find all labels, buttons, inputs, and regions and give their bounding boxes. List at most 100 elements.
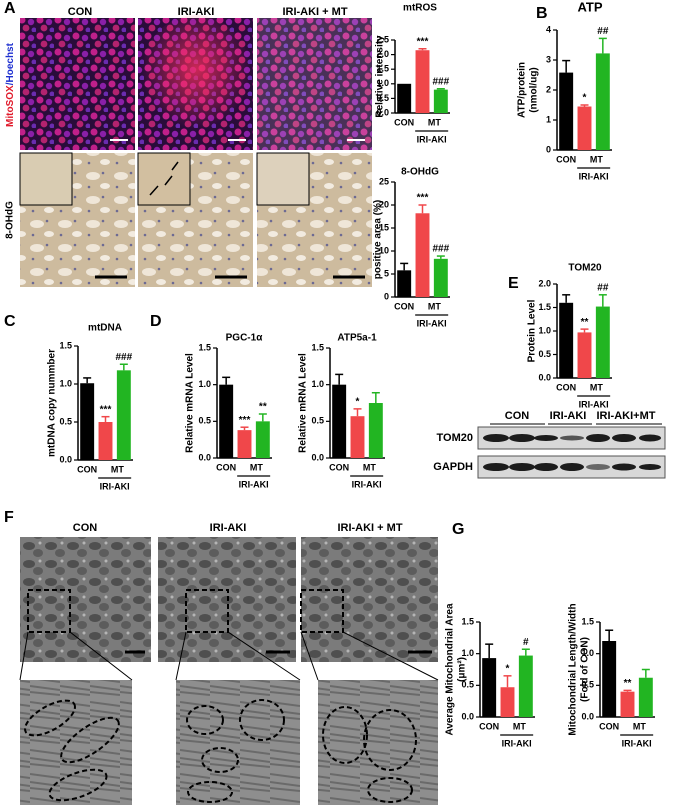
significance: ***: [100, 404, 112, 415]
signal: [141, 15, 251, 135]
bar: [500, 687, 515, 717]
image: [20, 18, 135, 150]
panel-label: B: [536, 5, 548, 22]
y-tick-label: 1.0: [538, 325, 551, 335]
column-header: IRI-AKI + MT: [282, 6, 347, 18]
bar: [397, 83, 412, 113]
y-tick-label: 1.0: [376, 78, 389, 88]
bar: [602, 641, 617, 717]
y-tick-label: 1.5: [59, 340, 72, 350]
y-tick-label: 20: [379, 199, 389, 209]
x-tick-label: CON: [329, 462, 349, 472]
x-tick-label: MT: [250, 462, 263, 472]
group-label: IRI-AKI: [417, 318, 447, 328]
row-label: MitoSOX/Hoechst: [5, 42, 16, 127]
y-axis-label: Average Mitochondrial Area: [445, 603, 456, 736]
stain-label: MitoSOX: [5, 85, 16, 127]
y-tick-label: 1.0: [311, 379, 324, 389]
y-axis-label: Mitochondrial Length/Width: [568, 603, 579, 735]
y-tick-label: 3: [546, 54, 551, 64]
chart-title: TOM20: [568, 263, 602, 274]
significance: ##: [597, 282, 609, 293]
blot-group: IRI-AKI: [550, 410, 587, 422]
y-tick-label: 2.0: [376, 49, 389, 59]
group-label: IRI-AKI: [100, 481, 130, 491]
bar: [98, 422, 113, 460]
image: [301, 537, 438, 662]
y-tick-label: 0.5: [59, 416, 72, 426]
bar: [577, 332, 592, 378]
y-tick-label: 1.5: [311, 342, 324, 352]
y-tick-label: 25: [379, 176, 389, 186]
bar: [577, 106, 592, 150]
zoom-image: [318, 680, 438, 805]
zoom-image: [20, 680, 132, 805]
y-tick-label: 0.0: [461, 711, 474, 721]
bar: [638, 677, 653, 717]
zoom-box: [27, 589, 71, 633]
image: [257, 18, 372, 150]
bar: [433, 89, 448, 113]
x-tick-label: CON: [556, 382, 576, 392]
y-tick-label: 2: [546, 84, 551, 94]
image: [20, 537, 151, 662]
bands: [483, 434, 661, 471]
y-tick-label: 1.0: [461, 648, 474, 658]
bar: [332, 384, 347, 458]
nuclei-label: /Hoechst: [5, 42, 16, 85]
y-tick-label: 1: [546, 114, 551, 124]
significance: ***: [417, 193, 429, 204]
x-tick-label: MT: [363, 462, 376, 472]
bar: [368, 403, 383, 458]
bar: [415, 50, 430, 113]
y-tick-label: 0.5: [461, 680, 474, 690]
y-axis-label: Relative intensity: [375, 35, 386, 118]
y-tick-label: 0: [546, 144, 551, 154]
y-tick-label: 1.5: [376, 64, 389, 74]
y-tick-label: 1.0: [198, 379, 211, 389]
significance: ***: [417, 36, 429, 47]
x-tick-label: CON: [394, 117, 414, 127]
bar: [433, 258, 448, 297]
y-tick-label: 0.0: [581, 711, 594, 721]
inset: [256, 152, 310, 206]
y-tick-label: 0.0: [538, 372, 551, 382]
y-tick-label: 1.5: [581, 616, 594, 626]
y-axis-label: ATP/protein: [517, 62, 528, 118]
y-tick-label: 2.0: [538, 278, 551, 288]
row-label: 8-OHdG: [5, 201, 16, 239]
y-tick-label: 10: [379, 245, 389, 255]
bar: [219, 384, 234, 458]
panel-label: A: [4, 0, 16, 17]
bar: [116, 370, 131, 460]
chart-title: ATP5a-1: [337, 333, 377, 344]
y-tick-label: 2.5: [376, 34, 389, 44]
blot-row: GAPDH: [433, 461, 473, 473]
blot-group: CON: [505, 410, 530, 422]
x-tick-label: CON: [599, 721, 619, 731]
y-tick-label: 0.5: [581, 680, 594, 690]
bar: [350, 416, 365, 458]
y-tick-label: 15: [379, 222, 389, 232]
arrows: [149, 161, 179, 196]
chart-title: mtROS: [403, 3, 437, 14]
chart-title: PGC-1α: [226, 333, 264, 344]
y-tick-label: 1.5: [198, 342, 211, 352]
group-label: IRI-AKI: [352, 479, 382, 489]
y-axis-label: mtDNA copy nummber: [47, 349, 58, 457]
zoom-image: [176, 680, 300, 805]
column-header: IRI-AKI + MT: [337, 522, 402, 534]
x-tick-label: MT: [428, 117, 441, 127]
bar: [237, 430, 252, 458]
y-tick-label: 0.0: [198, 452, 211, 462]
x-tick-label: CON: [556, 154, 576, 164]
x-tick-label: CON: [394, 301, 414, 311]
column-header: IRI-AKI: [178, 6, 215, 18]
x-tick-label: MT: [590, 154, 603, 164]
x-tick-label: CON: [77, 464, 97, 474]
bar: [255, 421, 270, 458]
x-tick-label: CON: [479, 721, 499, 731]
bar: [415, 213, 430, 297]
